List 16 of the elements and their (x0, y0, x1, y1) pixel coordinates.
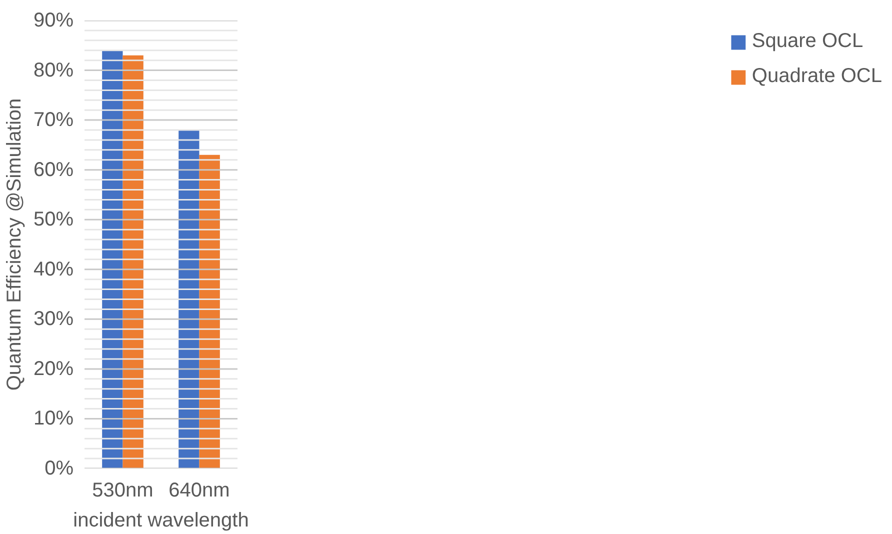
legend-label: Quadrate OCL (752, 65, 882, 88)
y-tick-label: 40% (33, 258, 74, 280)
y-tick-label: 30% (33, 308, 74, 330)
y-tick-label: 70% (33, 109, 74, 132)
y-tick-label: 0% (44, 458, 74, 480)
legend-label: Square OCL (752, 30, 864, 53)
x-tick-label: 530nm (92, 480, 154, 502)
x-tick-label: 640nm (168, 480, 230, 502)
y-tick-label: 50% (33, 208, 74, 231)
y-tick-label: 80% (33, 59, 74, 82)
x-axis-title: incident wavelength (73, 510, 249, 532)
y-tick-label: 20% (33, 358, 74, 380)
y-tick-label: 60% (33, 158, 74, 181)
y-tick-label: 90% (33, 10, 74, 32)
y-tick-label: 10% (33, 408, 74, 430)
y-axis-title: Quantum Efficiency @Simulation (3, 98, 26, 391)
